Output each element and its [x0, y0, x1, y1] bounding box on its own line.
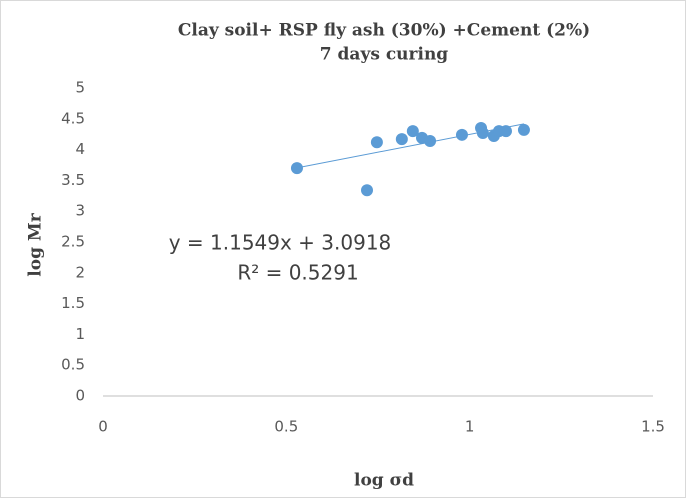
- y-tick-label: 1.5: [61, 294, 85, 312]
- x-tick-label: 1: [465, 418, 475, 436]
- scatter-point: [424, 134, 437, 147]
- x-axis-label: log σd: [354, 471, 414, 491]
- y-tick-label: 4.5: [61, 109, 85, 127]
- scatter-point: [499, 125, 512, 138]
- y-tick-label: 4: [75, 140, 85, 158]
- y-axis-label: log Mr: [26, 212, 46, 276]
- y-tick-label: 3.5: [61, 171, 85, 189]
- scatter-point: [455, 128, 468, 141]
- y-tick-label: 3: [75, 202, 85, 220]
- y-tick-label: 2: [75, 263, 85, 281]
- trendline-r-squared: R² = 0.5291: [237, 261, 358, 285]
- y-tick-label: 5: [75, 79, 85, 97]
- scatter-point: [517, 123, 530, 136]
- scatter-point: [370, 136, 383, 149]
- chart-title: Clay soil+ RSP fly ash (30%) +Cement (2%…: [178, 21, 590, 41]
- x-tick-label: 0: [98, 418, 108, 436]
- y-tick-label: 1: [75, 325, 85, 343]
- y-tick-label: 2.5: [61, 233, 85, 251]
- y-tick-label: 0.5: [61, 356, 85, 374]
- scatter-point: [395, 133, 408, 146]
- trendline-equation: y = 1.1549x + 3.0918: [169, 231, 392, 255]
- scatter-point: [406, 125, 419, 138]
- x-tick-label: 0.5: [274, 418, 298, 436]
- y-tick-label: 0: [75, 387, 85, 405]
- chart-title: 7 days curing: [320, 45, 449, 65]
- scatter-point: [476, 126, 489, 139]
- scatter-point: [361, 184, 373, 197]
- x-tick-label: 1.5: [641, 418, 665, 436]
- scatter-point: [290, 162, 303, 175]
